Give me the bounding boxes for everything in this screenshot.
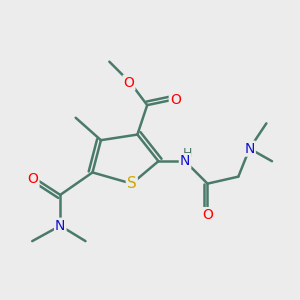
- Text: N: N: [180, 154, 190, 168]
- Text: H: H: [183, 147, 193, 160]
- Text: S: S: [127, 176, 136, 191]
- Text: N: N: [244, 142, 255, 156]
- Text: O: O: [170, 92, 181, 106]
- Text: N: N: [55, 219, 65, 233]
- Text: O: O: [202, 208, 213, 222]
- Text: O: O: [28, 172, 38, 186]
- Text: O: O: [124, 76, 134, 90]
